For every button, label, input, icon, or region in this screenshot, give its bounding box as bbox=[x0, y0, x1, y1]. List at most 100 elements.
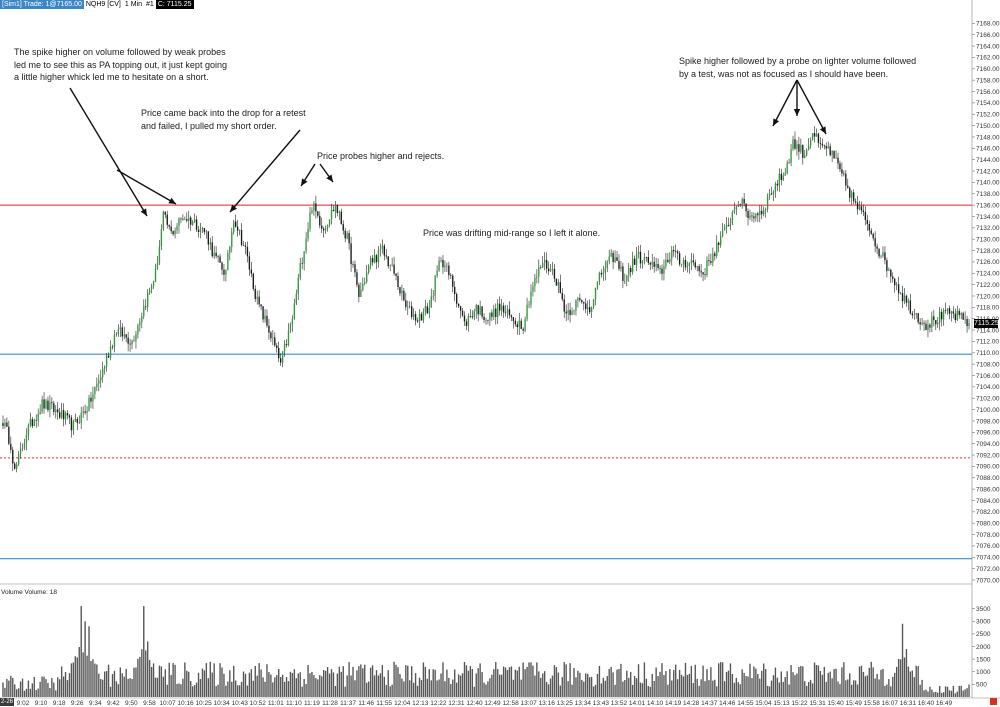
instrument-label: NQH9 [CV] bbox=[85, 1, 121, 8]
volume-bar bbox=[305, 684, 307, 697]
volume-bar bbox=[543, 671, 546, 697]
annotation-note-2: Price came back into the drop for a rete… bbox=[141, 108, 306, 131]
volume-bar bbox=[819, 670, 822, 697]
volume-bar bbox=[763, 663, 765, 697]
volume-bar bbox=[829, 671, 831, 697]
candle-body bbox=[778, 173, 781, 186]
candle-body bbox=[827, 146, 829, 149]
account-trade-badge[interactable]: [Sim1] Trade: 1@7165.00 bbox=[0, 0, 84, 9]
candle-body bbox=[937, 322, 939, 325]
candle-body bbox=[379, 248, 382, 250]
volume-bar bbox=[655, 667, 657, 697]
volume-bar bbox=[424, 666, 427, 697]
candle-body bbox=[172, 231, 174, 235]
candle-body bbox=[960, 313, 962, 316]
volume-bar bbox=[436, 680, 438, 697]
volume-bar bbox=[604, 680, 606, 697]
volume-bar bbox=[487, 681, 489, 697]
volume-bar bbox=[371, 665, 374, 697]
candle-body bbox=[457, 303, 460, 307]
candle-body bbox=[825, 145, 827, 149]
time-tick-label: 9:18 bbox=[53, 700, 66, 707]
candle-body bbox=[759, 210, 761, 216]
candle-body bbox=[409, 306, 411, 307]
candle-body bbox=[692, 260, 694, 263]
volume-bar bbox=[321, 676, 323, 697]
volume-bar bbox=[152, 663, 155, 697]
candle-body bbox=[551, 268, 554, 270]
volume-bar bbox=[338, 666, 341, 697]
time-tick-label: 16:49 bbox=[936, 700, 953, 707]
volume-bar bbox=[90, 660, 92, 697]
candle-body bbox=[753, 216, 755, 219]
volume-bar bbox=[935, 691, 937, 697]
volume-bar bbox=[858, 666, 861, 697]
volume-bar bbox=[442, 662, 444, 697]
candle-body bbox=[890, 269, 892, 277]
candle-body bbox=[690, 260, 693, 263]
volume-bar bbox=[217, 684, 219, 697]
volume-bar bbox=[209, 661, 211, 697]
candle-body bbox=[956, 310, 958, 321]
volume-bar bbox=[940, 692, 943, 697]
volume-bar bbox=[160, 666, 163, 697]
candle-body bbox=[635, 254, 638, 265]
arrow-line bbox=[229, 129, 301, 213]
candle-body bbox=[477, 305, 479, 315]
candle-body bbox=[199, 228, 202, 232]
volume-bar bbox=[545, 682, 548, 697]
volume-bar bbox=[784, 676, 786, 697]
volume-bar bbox=[802, 666, 804, 697]
candle-body bbox=[549, 269, 552, 272]
candle-body bbox=[743, 199, 745, 204]
arrow-head bbox=[326, 174, 333, 182]
price-tick-label: 7114.00 bbox=[976, 327, 999, 334]
volume-bar bbox=[258, 663, 260, 697]
volume-bar bbox=[825, 681, 827, 697]
volume-bar bbox=[518, 666, 520, 697]
candle-body bbox=[27, 425, 30, 436]
volume-bar bbox=[358, 666, 360, 697]
volume-bar bbox=[115, 681, 118, 697]
price-tick-label: 7104.00 bbox=[976, 384, 1000, 391]
candle-body bbox=[201, 228, 204, 229]
candle-body bbox=[839, 163, 841, 170]
candle-body bbox=[876, 246, 878, 249]
volume-bar bbox=[852, 680, 855, 697]
candle-body bbox=[262, 306, 264, 320]
candle-body bbox=[307, 228, 309, 239]
volume-bar bbox=[815, 665, 818, 697]
candle-body bbox=[422, 311, 425, 321]
volume-bar bbox=[422, 662, 425, 697]
candle-body bbox=[626, 275, 628, 281]
time-tick-label: 12:13 bbox=[412, 700, 429, 707]
volume-bar bbox=[665, 671, 667, 697]
volume-bar bbox=[894, 672, 896, 697]
volume-bar bbox=[262, 677, 264, 697]
candle-body bbox=[661, 268, 663, 274]
candle-body bbox=[346, 233, 348, 239]
volume-bar bbox=[923, 690, 925, 697]
candle-body bbox=[698, 266, 700, 272]
candle-body bbox=[264, 315, 266, 320]
candle-body bbox=[868, 223, 870, 231]
candle-body bbox=[233, 221, 235, 232]
candle-body bbox=[680, 264, 683, 265]
volume-bar bbox=[21, 678, 24, 697]
candle-body bbox=[100, 377, 102, 381]
volume-bar bbox=[559, 685, 561, 697]
volume-bar bbox=[260, 669, 262, 697]
candle-body bbox=[82, 411, 84, 413]
volume-bar bbox=[542, 673, 544, 697]
candle-body bbox=[348, 233, 350, 244]
volume-bar bbox=[741, 669, 743, 697]
candle-body bbox=[866, 220, 869, 224]
candle-body bbox=[90, 397, 92, 402]
volume-bar bbox=[757, 674, 759, 697]
candle-body bbox=[240, 229, 243, 246]
volume-bar bbox=[633, 675, 636, 697]
volume-bar bbox=[414, 673, 417, 697]
candle-body bbox=[886, 260, 888, 271]
volume-bar bbox=[213, 663, 215, 697]
volume-bar bbox=[154, 677, 157, 697]
